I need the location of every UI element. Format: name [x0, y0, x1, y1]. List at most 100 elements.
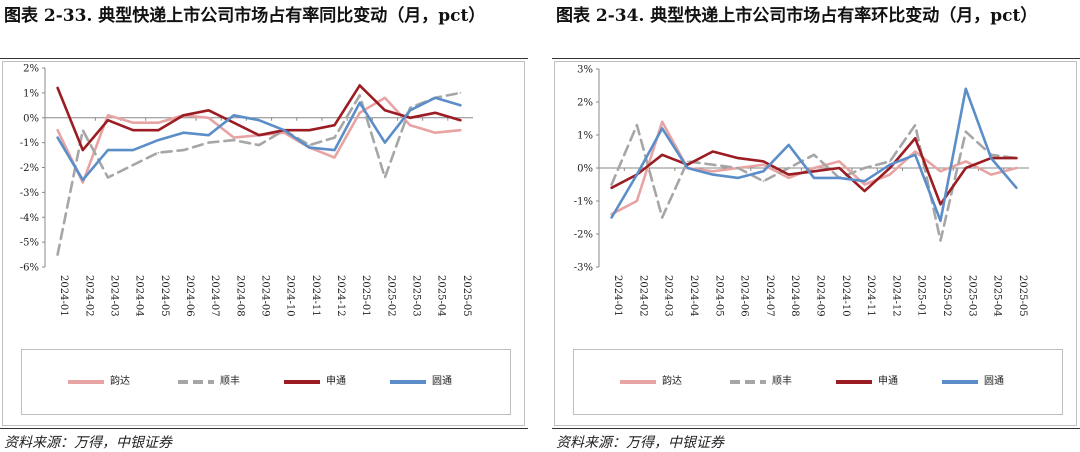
- data-point: [712, 170, 714, 173]
- data-point: [737, 167, 739, 169]
- data-point: [207, 109, 210, 112]
- data-point: [157, 151, 160, 154]
- data-point: [939, 203, 942, 206]
- data-point: [434, 112, 437, 114]
- data-point: [132, 121, 134, 124]
- data-point: [459, 119, 462, 121]
- data-point: [965, 167, 967, 169]
- data-point: [914, 124, 916, 126]
- data-point: [712, 150, 714, 153]
- legend: 韵达 顺丰 申通 圆通: [21, 349, 511, 415]
- data-point: [762, 170, 765, 173]
- legend-swatch: [178, 378, 214, 386]
- data-point: [965, 88, 967, 90]
- data-point: [686, 160, 689, 163]
- data-point: [762, 180, 765, 182]
- legend-label: 圆通: [984, 376, 1004, 387]
- y-tick-label: -3%: [20, 188, 39, 199]
- data-point: [661, 127, 663, 130]
- x-tick-label: 2024-11: [865, 275, 876, 317]
- legend-swatch: [284, 378, 320, 386]
- x-tick-label: 2025-02: [385, 275, 396, 317]
- data-point: [863, 183, 866, 186]
- data-point: [990, 173, 992, 176]
- legend-label: 韵达: [110, 376, 130, 387]
- x-tick-label: 2024-08: [234, 275, 245, 317]
- data-point: [712, 163, 714, 166]
- data-point: [258, 119, 260, 121]
- data-point: [157, 129, 160, 131]
- data-point: [434, 131, 437, 134]
- data-point: [661, 154, 663, 156]
- data-point: [82, 179, 84, 181]
- data-point: [132, 129, 134, 131]
- data-point: [384, 141, 386, 144]
- y-tick-label: -5%: [20, 238, 39, 249]
- data-point: [107, 176, 109, 179]
- source-note: 资料来源：万得，中银证券: [556, 435, 724, 451]
- data-point: [787, 173, 790, 176]
- data-point: [737, 157, 739, 159]
- divider: [552, 58, 1080, 59]
- x-tick-label: 2024-05: [159, 275, 170, 317]
- chart-area: 2% 1% 0% -1% -2% -3% -4% -5% -6% 2024-01 2024-02 20…: [2, 61, 525, 426]
- y-tick-label: 2%: [23, 64, 39, 75]
- legend-swatch: [836, 378, 872, 386]
- data-point: [813, 177, 815, 179]
- y-tick-label: -4%: [20, 213, 39, 224]
- chart-title: 图表 2-34. 典型快递上市公司市场占有率环比变动（月，pct）: [556, 6, 1038, 26]
- data-point: [990, 157, 992, 159]
- divider: [0, 428, 528, 429]
- y-tick-label: -2%: [20, 163, 39, 174]
- data-point: [333, 124, 336, 126]
- y-tick-label: -2%: [574, 230, 593, 241]
- data-point: [686, 167, 689, 169]
- data-point: [82, 149, 84, 151]
- data-point: [358, 94, 361, 97]
- data-point: [838, 177, 841, 179]
- x-tick-label: 2024-10: [285, 275, 296, 317]
- data-point: [914, 154, 916, 156]
- data-point: [409, 109, 411, 112]
- data-point: [636, 200, 638, 202]
- data-point: [56, 129, 59, 131]
- data-point: [787, 177, 790, 179]
- panel-mom: 图表 2-34. 典型快递上市公司市场占有率环比变动（月，pct） 3% 2% 1%…: [552, 0, 1080, 452]
- x-tick-label: 2024-06: [184, 275, 195, 317]
- data-point: [308, 144, 311, 146]
- data-point: [182, 149, 185, 151]
- data-point: [813, 170, 815, 173]
- x-tick-label: 2024-01: [58, 275, 69, 317]
- legend-label: 申通: [326, 376, 346, 387]
- data-point: [712, 173, 714, 176]
- data-point: [233, 114, 235, 117]
- y-tick-label: 0%: [23, 113, 39, 124]
- data-point: [610, 183, 613, 186]
- data-point: [965, 160, 967, 163]
- data-point: [107, 114, 109, 117]
- line-chart: 2% 1% 0% -1% -2% -3% -4% -5% -6% 2024-01 2024-02 20…: [20, 64, 473, 317]
- data-point: [914, 150, 916, 153]
- data-point: [409, 124, 411, 126]
- y-tick-label: 0%: [577, 164, 593, 175]
- data-point: [939, 170, 942, 173]
- y-tick-label: 2%: [577, 98, 593, 109]
- data-point: [384, 109, 386, 112]
- y-tick-label: 1%: [577, 131, 593, 142]
- x-tick-label: 2025-04: [992, 275, 1003, 317]
- data-point: [610, 187, 613, 189]
- legend-label: 申通: [878, 376, 898, 387]
- data-point: [56, 253, 59, 256]
- data-point: [182, 114, 185, 117]
- data-point: [56, 136, 59, 139]
- data-point: [813, 167, 815, 169]
- data-point: [157, 139, 160, 141]
- x-tick-label: 2025-05: [461, 275, 472, 317]
- data-point: [889, 167, 891, 169]
- data-point: [863, 167, 866, 169]
- x-tick-label: 2024-06: [739, 275, 750, 317]
- data-point: [939, 239, 942, 242]
- legend-swatch: [620, 378, 656, 386]
- x-tick-label: 2024-03: [663, 275, 674, 317]
- data-point: [787, 144, 790, 146]
